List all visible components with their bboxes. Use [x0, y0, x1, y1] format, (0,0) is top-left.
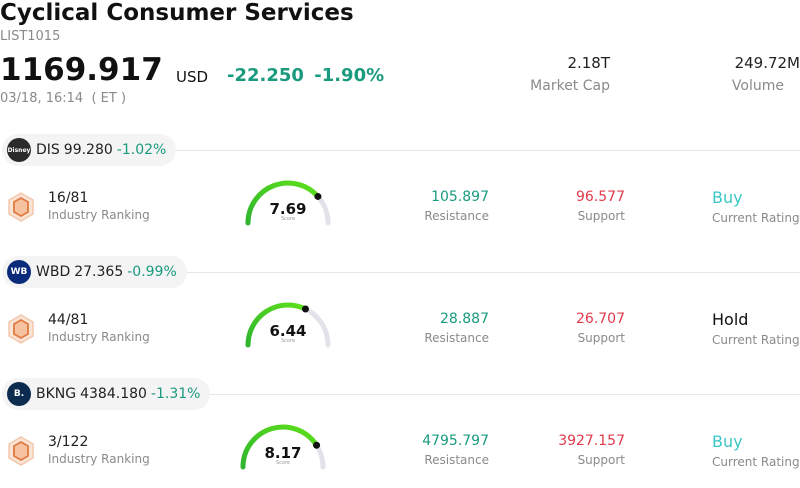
ranking-hexagon-icon	[8, 436, 34, 466]
resistance-label: Resistance	[424, 209, 489, 223]
score-label: Score	[280, 216, 295, 222]
stock-ticker: WBD	[36, 264, 71, 280]
index-code: LIST1015	[0, 29, 61, 44]
resistance-value: 4795.797	[422, 433, 489, 449]
market-cap-value: 2.18T	[567, 54, 610, 72]
industry-rank: 16/81	[48, 190, 89, 206]
stock-change-percent: -1.31%	[150, 386, 201, 402]
booking-logo-icon: B.	[7, 382, 31, 406]
change-value: -22.250	[227, 65, 304, 86]
ranking-hexagon-icon	[8, 314, 34, 344]
market-cap-label: Market Cap	[530, 78, 610, 94]
gauge-fill	[245, 180, 321, 226]
volume-value: 249.72M	[734, 54, 800, 72]
support-label: Support	[577, 209, 625, 223]
stock-price: 27.365	[74, 264, 124, 280]
row-divider	[175, 272, 800, 273]
stock-chip[interactable]: WB WBD 27.365 -0.99%	[2, 256, 187, 288]
score-label: Score	[280, 338, 295, 344]
score-gauge	[245, 302, 331, 348]
resistance-value: 28.887	[440, 311, 489, 327]
gauge-marker	[301, 305, 309, 313]
page-title: Cyclical Consumer Services	[0, 0, 354, 26]
current-rating[interactable]: Buy	[712, 432, 743, 451]
score-value: 6.44	[269, 322, 307, 340]
current-rating[interactable]: Buy	[712, 188, 743, 207]
disney-logo-icon: Disney	[7, 138, 31, 162]
resistance-label: Resistance	[424, 453, 489, 467]
index-change: -22.250 -1.90%	[227, 65, 384, 86]
gauge-fill	[245, 302, 308, 348]
score-value: 7.69	[269, 200, 307, 218]
ranking-hexagon-icon	[8, 192, 34, 222]
score-gauge	[245, 180, 331, 226]
resistance-label: Resistance	[424, 331, 489, 345]
wb-shield-logo-icon: WB	[7, 260, 31, 284]
gauge-fill	[240, 424, 320, 470]
currency-label: USD	[176, 68, 209, 86]
industry-rank: 44/81	[48, 312, 89, 328]
row-divider	[175, 394, 800, 395]
stock-ticker: DIS	[36, 142, 60, 158]
change-percent: -1.90%	[314, 65, 385, 86]
support-value: 26.707	[576, 311, 625, 327]
stock-chip[interactable]: B. BKNG 4384.180 -1.31%	[2, 378, 211, 410]
support-value: 3927.157	[558, 433, 625, 449]
row-divider	[175, 150, 800, 151]
support-value: 96.577	[576, 189, 625, 205]
stock-chip[interactable]: Disney DIS 99.280 -1.02%	[2, 134, 177, 166]
score-gauge	[240, 424, 326, 470]
index-price: 1169.917	[0, 52, 163, 88]
industry-rank-label: Industry Ranking	[48, 452, 150, 466]
stock-price: 99.280	[63, 142, 113, 158]
stock-price: 4384.180	[80, 386, 147, 402]
volume-label: Volume	[731, 78, 784, 94]
support-label: Support	[577, 331, 625, 345]
resistance-value: 105.897	[431, 189, 489, 205]
current-rating[interactable]: Hold	[712, 310, 749, 329]
industry-rank-label: Industry Ranking	[48, 330, 150, 344]
current-rating-label: Current Rating	[712, 211, 800, 225]
industry-rank: 3/122	[48, 434, 89, 450]
support-label: Support	[577, 453, 625, 467]
score-value: 8.17	[264, 444, 302, 462]
stock-change-percent: -1.02%	[116, 142, 167, 158]
score-label: Score	[275, 460, 290, 466]
current-rating-label: Current Rating	[712, 455, 800, 469]
stock-change-percent: -0.99%	[127, 264, 177, 280]
gauge-marker	[314, 192, 322, 200]
timestamp: 03/18, 16:14 ( ET )	[0, 91, 127, 106]
gauge-marker	[313, 441, 321, 449]
stock-ticker: BKNG	[36, 386, 77, 402]
current-rating-label: Current Rating	[712, 333, 800, 347]
industry-rank-label: Industry Ranking	[48, 208, 150, 222]
